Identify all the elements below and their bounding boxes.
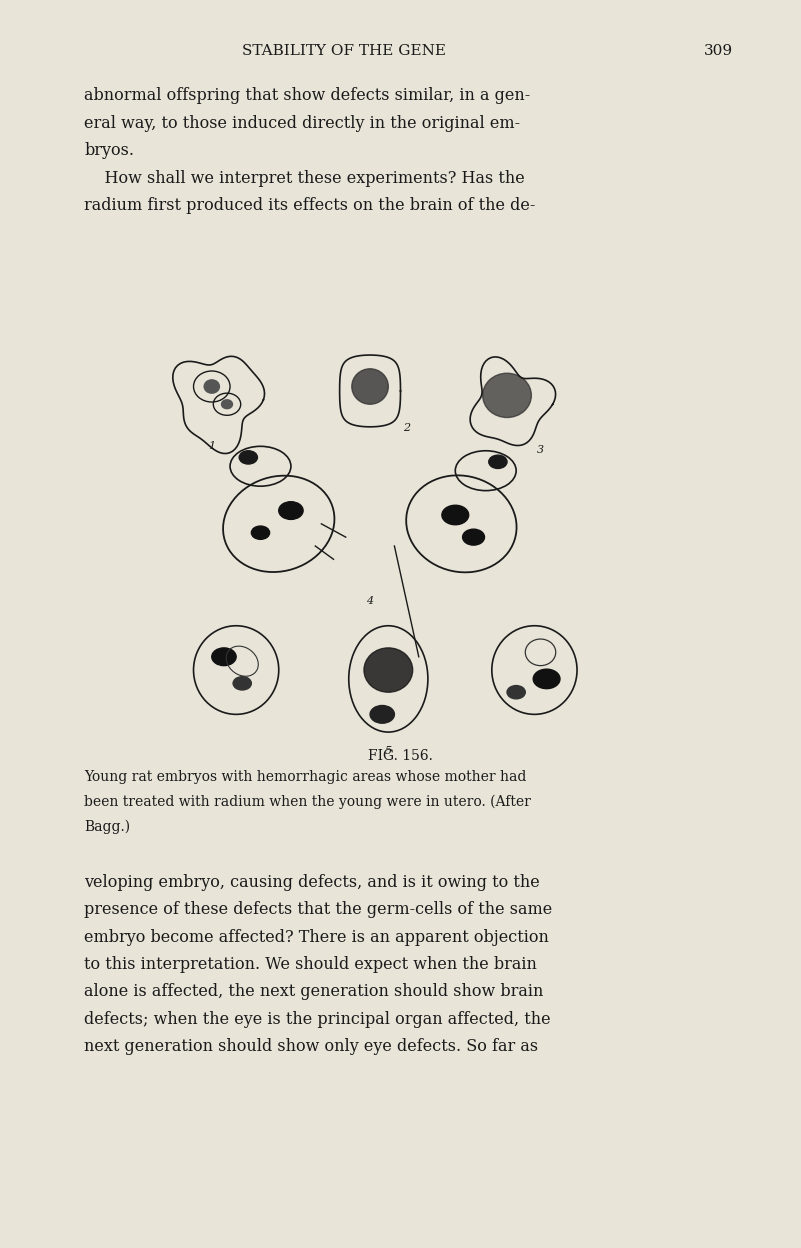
Circle shape (239, 451, 257, 464)
Text: Young rat embryos with hemorrhagic areas whose mother had: Young rat embryos with hemorrhagic areas… (84, 770, 526, 784)
Text: abnormal offspring that show defects similar, in a gen-: abnormal offspring that show defects sim… (84, 87, 530, 105)
Text: Bagg.): Bagg.) (84, 820, 131, 835)
Text: 1: 1 (208, 441, 215, 451)
Ellipse shape (483, 373, 531, 418)
Text: defects; when the eye is the principal organ affected, the: defects; when the eye is the principal o… (84, 1011, 551, 1028)
Text: 3: 3 (537, 446, 544, 456)
Text: alone is affected, the next generation should show brain: alone is affected, the next generation s… (84, 983, 544, 1001)
Text: to this interpretation. We should expect when the brain: to this interpretation. We should expect… (84, 956, 537, 973)
Circle shape (442, 505, 469, 524)
Ellipse shape (352, 369, 388, 404)
Text: How shall we interpret these experiments? Has the: How shall we interpret these experiments… (84, 170, 525, 187)
Text: next generation should show only eye defects. So far as: next generation should show only eye def… (84, 1038, 538, 1056)
Circle shape (279, 502, 303, 519)
Ellipse shape (204, 379, 219, 393)
Ellipse shape (364, 648, 413, 693)
Circle shape (252, 527, 270, 539)
Circle shape (533, 669, 560, 689)
Text: FIG. 156.: FIG. 156. (368, 749, 433, 763)
Text: bryos.: bryos. (84, 142, 134, 160)
Circle shape (463, 529, 485, 545)
Circle shape (507, 685, 525, 699)
Text: eral way, to those induced directly in the original em-: eral way, to those induced directly in t… (84, 115, 520, 132)
Text: embryo become affected? There is an apparent objection: embryo become affected? There is an appa… (84, 929, 549, 946)
Circle shape (370, 705, 394, 724)
Text: 4: 4 (367, 595, 373, 605)
Circle shape (211, 648, 236, 665)
Text: STABILITY OF THE GENE: STABILITY OF THE GENE (243, 44, 446, 57)
Text: veloping embryo, causing defects, and is it owing to the: veloping embryo, causing defects, and is… (84, 874, 540, 891)
Text: 309: 309 (704, 44, 733, 57)
Text: presence of these defects that the germ-cells of the same: presence of these defects that the germ-… (84, 901, 553, 919)
Text: been treated with radium when the young were in utero. (After: been treated with radium when the young … (84, 795, 531, 810)
Text: radium first produced its effects on the brain of the de-: radium first produced its effects on the… (84, 197, 536, 215)
Circle shape (233, 676, 252, 690)
Text: 2: 2 (403, 423, 410, 433)
Circle shape (489, 456, 507, 468)
Text: 5: 5 (384, 746, 392, 756)
Ellipse shape (222, 399, 232, 408)
